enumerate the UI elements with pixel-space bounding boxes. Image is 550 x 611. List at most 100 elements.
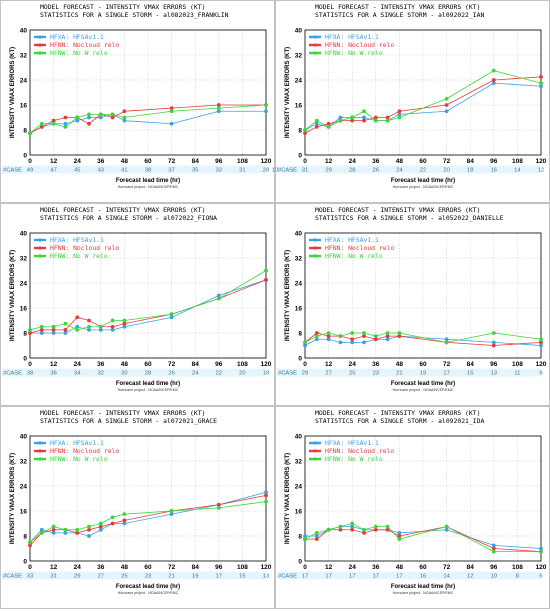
case-count: 30 — [121, 371, 127, 377]
x-tick-label: 120 — [261, 158, 272, 165]
x-tick-label: 0 — [303, 158, 307, 165]
case-count: 38 — [145, 168, 151, 174]
x-tick-label: 36 — [372, 564, 380, 571]
data-point — [63, 327, 68, 332]
data-point — [28, 131, 32, 136]
data-point — [28, 327, 32, 332]
case-count: 28 — [263, 168, 269, 174]
y-tick-label: 0 — [23, 355, 27, 362]
x-tick-label: 24 — [74, 564, 82, 571]
case-count: 8 — [516, 574, 519, 580]
x-tick-label: 120 — [261, 361, 272, 368]
panel-border — [0, 406, 275, 609]
x-tick-label: 24 — [74, 361, 82, 368]
legend-label: HFXA: HFSAv1.1 — [50, 236, 104, 244]
chart-subtitle: STATISTICS FOR A SINGLE STORM - al092022… — [315, 11, 484, 19]
case-count: 15 — [467, 371, 473, 377]
case-count: 13 — [263, 574, 269, 580]
data-point — [87, 115, 91, 120]
series-line — [304, 523, 541, 553]
data-point — [385, 337, 390, 342]
case-count: 12 — [538, 168, 544, 174]
data-point — [444, 527, 449, 532]
data-point — [51, 530, 56, 535]
x-tick-label: 0 — [28, 564, 32, 571]
case-count: 17 — [325, 574, 331, 580]
data-point — [491, 343, 496, 348]
case-count: 38 — [27, 371, 33, 377]
x-tick-label: 96 — [215, 158, 223, 165]
data-point — [264, 493, 268, 498]
x-tick-label: 48 — [121, 158, 129, 165]
x-tick-label: 108 — [512, 361, 523, 368]
data-point — [28, 540, 32, 545]
x-axis-label: Forecast lead time (hr) — [116, 381, 180, 387]
x-tick-label: 72 — [168, 564, 176, 571]
legend-label: HFNW: No W relo — [325, 252, 383, 260]
y-tick-label: 0 — [298, 152, 302, 159]
data-point — [122, 109, 127, 114]
series-line — [29, 104, 267, 134]
x-tick-label: 108 — [512, 564, 523, 571]
data-point — [122, 521, 127, 526]
x-tick-label: 36 — [97, 564, 105, 571]
data-point — [169, 106, 174, 111]
y-tick-label: 16 — [20, 508, 28, 515]
data-point — [385, 115, 390, 120]
x-tick-label: 12 — [50, 564, 58, 571]
data-point — [491, 340, 496, 345]
data-point — [362, 118, 366, 123]
data-point — [264, 277, 268, 282]
data-point — [51, 524, 56, 529]
series-line — [305, 526, 542, 553]
data-point — [98, 524, 103, 529]
y-tick-label: 24 — [295, 483, 303, 490]
data-point — [51, 331, 56, 335]
case-count: 22 — [420, 168, 426, 174]
case-count: 22 — [216, 371, 222, 377]
data-point — [539, 84, 543, 89]
chart-panel: MODEL FORECAST - INTENSITY VMAX ERRORS (… — [0, 406, 275, 609]
case-label: #CASE — [3, 168, 22, 174]
data-point — [397, 109, 402, 114]
legend-label: HFNN: Nocloud relo — [325, 447, 394, 455]
case-count: 24 — [396, 168, 403, 174]
data-point — [373, 334, 378, 339]
data-point — [216, 505, 221, 510]
data-point — [314, 537, 319, 542]
data-point — [444, 96, 449, 101]
data-point — [98, 521, 103, 526]
data-point — [75, 315, 80, 320]
chart-svg: MODEL FORECAST - INTENSITY VMAX ERRORS (… — [0, 406, 275, 609]
x-tick-label: 48 — [396, 361, 404, 368]
y-axis-label: INTENSITY VMAX ERRORS (KT) — [10, 453, 16, 544]
case-row-band — [277, 165, 541, 174]
chart-panel: MODEL FORECAST - INTENSITY VMAX ERRORS (… — [0, 203, 275, 406]
data-point — [110, 324, 115, 329]
x-tick-label: 120 — [261, 564, 272, 571]
x-tick-label: 48 — [121, 361, 129, 368]
data-point — [63, 124, 68, 129]
x-tick-label: 12 — [325, 564, 333, 571]
case-count: 32 — [98, 371, 104, 377]
case-count: 28 — [349, 168, 355, 174]
y-axis-label: INTENSITY VMAX ERRORS (KT) — [285, 250, 291, 341]
legend-marker — [313, 457, 317, 461]
plot-frame — [29, 232, 267, 359]
data-point — [314, 334, 319, 339]
legend-marker — [313, 51, 317, 55]
case-count: 14 — [514, 168, 521, 174]
case-count: 20 — [443, 168, 449, 174]
x-tick-label: 120 — [536, 564, 547, 571]
data-point — [110, 521, 115, 526]
x-tick-label: 96 — [215, 361, 223, 368]
case-count: 6 — [539, 574, 542, 580]
y-axis-label: INTENSITY VMAX ERRORS (KT) — [285, 453, 291, 544]
x-tick-label: 0 — [303, 361, 307, 368]
series-line — [304, 76, 542, 134]
x-tick-label: 96 — [490, 158, 498, 165]
legend-marker — [38, 238, 42, 242]
case-row-band — [2, 571, 266, 580]
x-tick-label: 96 — [215, 564, 223, 571]
plot-frame — [304, 232, 542, 359]
